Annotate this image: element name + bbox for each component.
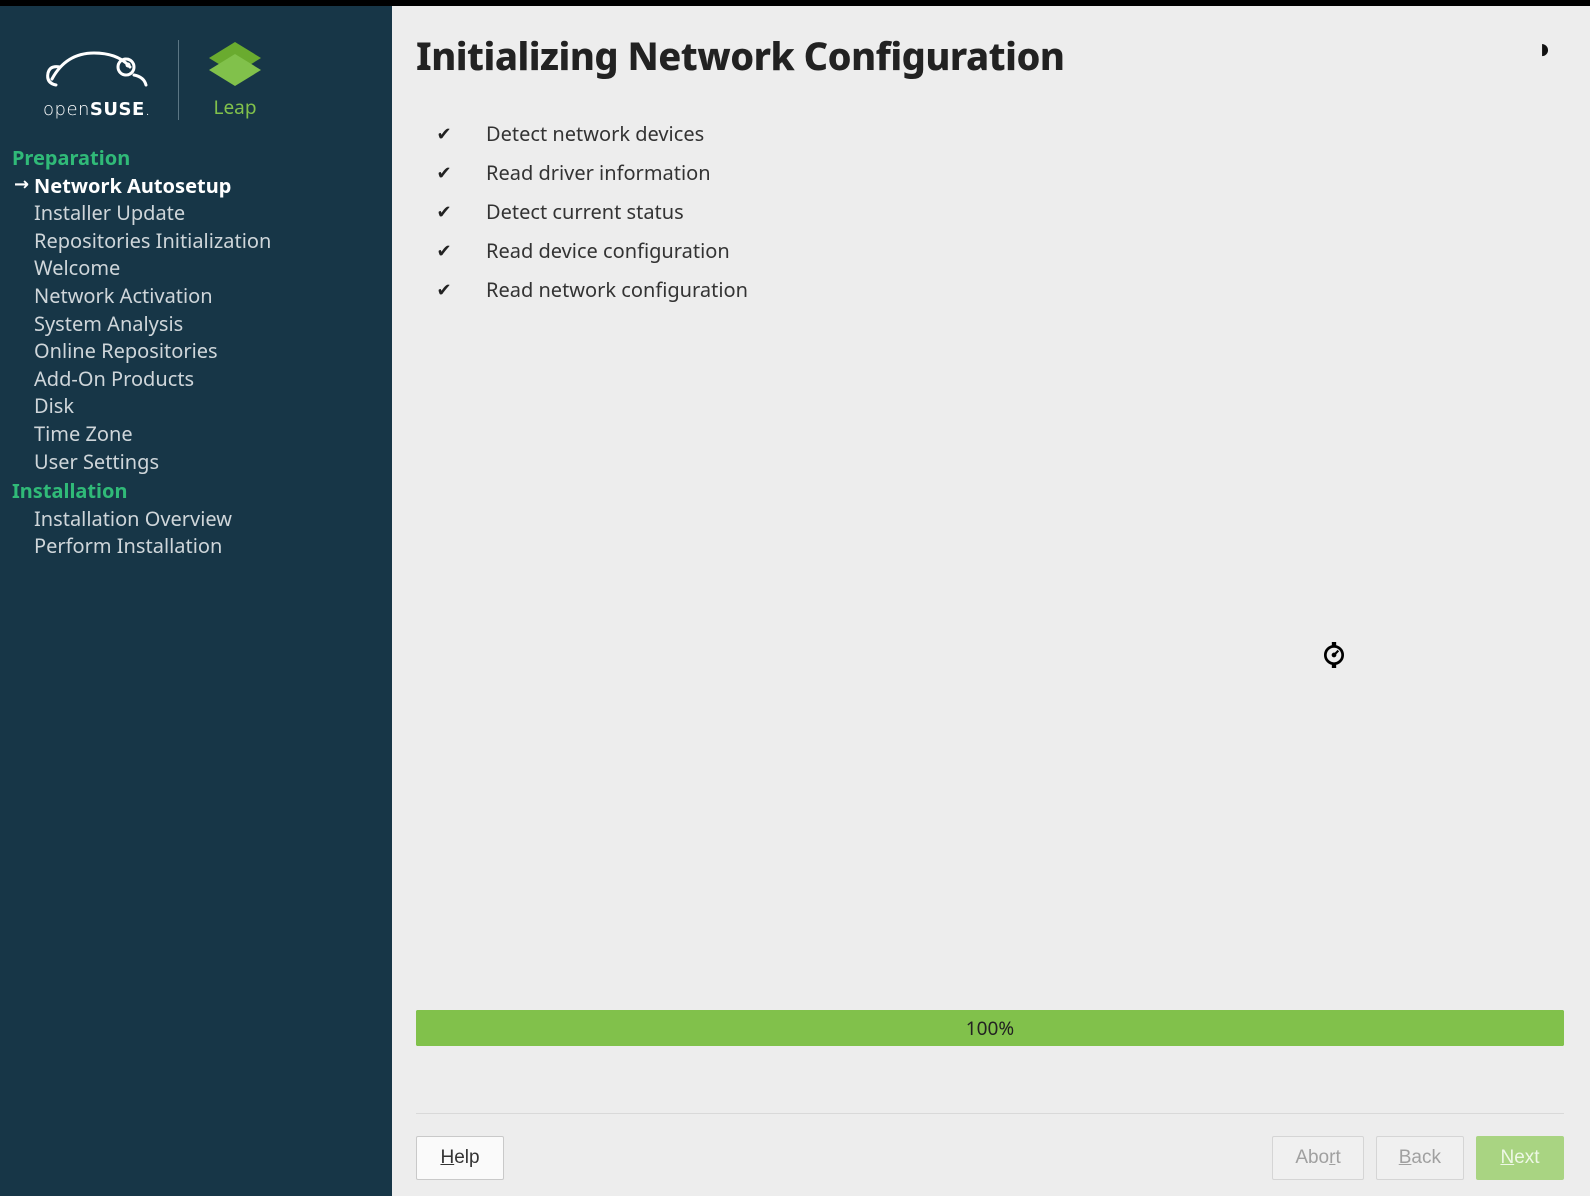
- step-installer-update[interactable]: Installer Update: [12, 199, 380, 227]
- sidebar: openSUSE. Leap Preparation Network Autos…: [0, 6, 392, 1196]
- page-title: Initializing Network Configuration: [416, 30, 1064, 82]
- check-label: Detect current status: [486, 198, 684, 225]
- step-timezone[interactable]: Time Zone: [12, 420, 380, 448]
- busy-cursor-icon: [1321, 642, 1347, 668]
- main-header: Initializing Network Configuration ◗: [416, 30, 1564, 82]
- check-label: Read device configuration: [486, 237, 730, 264]
- step-repos-init[interactable]: Repositories Initialization: [12, 227, 380, 255]
- step-perform-install[interactable]: Perform Installation: [12, 532, 380, 560]
- check-row: ✔ Read device configuration: [434, 231, 1564, 270]
- check-icon: ✔: [434, 161, 454, 185]
- section-header-installation: Installation: [12, 475, 380, 505]
- progress-bar: 100%: [416, 1010, 1564, 1046]
- check-label: Read driver information: [486, 159, 711, 186]
- brand-logos: openSUSE. Leap: [0, 6, 392, 134]
- step-online-repos[interactable]: Online Repositories: [12, 337, 380, 365]
- step-welcome[interactable]: Welcome: [12, 254, 380, 282]
- leap-icon: [205, 40, 265, 88]
- button-bar: Help Abort Back Next: [416, 1136, 1564, 1180]
- theme-toggle-button[interactable]: ◗: [1526, 30, 1564, 68]
- check-row: ✔ Detect current status: [434, 192, 1564, 231]
- footer-separator: [416, 1113, 1564, 1114]
- section-header-preparation: Preparation: [12, 142, 380, 172]
- abort-button[interactable]: Abort: [1272, 1136, 1363, 1180]
- progress-label: 100%: [966, 1015, 1014, 1041]
- help-button[interactable]: Help: [416, 1136, 504, 1180]
- check-icon: ✔: [434, 122, 454, 146]
- leap-wordmark: Leap: [213, 94, 256, 120]
- installer-window: openSUSE. Leap Preparation Network Autos…: [0, 6, 1590, 1196]
- opensuse-logo: openSUSE.: [42, 45, 152, 120]
- step-network-autosetup[interactable]: Network Autosetup: [12, 172, 380, 200]
- step-addon-products[interactable]: Add-On Products: [12, 365, 380, 393]
- main-panel: Initializing Network Configuration ◗ ✔ D…: [392, 6, 1590, 1196]
- install-steps: Preparation Network Autosetup Installer …: [0, 134, 392, 560]
- next-button[interactable]: Next: [1476, 1136, 1564, 1180]
- check-icon: ✔: [434, 200, 454, 224]
- check-icon: ✔: [434, 239, 454, 263]
- logo-divider: [178, 40, 179, 120]
- check-row: ✔ Read network configuration: [434, 270, 1564, 309]
- check-label: Detect network devices: [486, 120, 704, 147]
- chameleon-icon: [42, 45, 152, 95]
- step-system-analysis[interactable]: System Analysis: [12, 310, 380, 338]
- back-button[interactable]: Back: [1376, 1136, 1464, 1180]
- help-label-rest: elp: [454, 1147, 479, 1168]
- check-row: ✔ Detect network devices: [434, 114, 1564, 153]
- step-disk[interactable]: Disk: [12, 392, 380, 420]
- checklist: ✔ Detect network devices ✔ Read driver i…: [416, 82, 1564, 309]
- check-row: ✔ Read driver information: [434, 153, 1564, 192]
- half-moon-icon: ◗: [1537, 33, 1554, 65]
- leap-logo: Leap: [205, 40, 265, 120]
- nav-button-group: Abort Back Next: [1272, 1136, 1564, 1180]
- opensuse-wordmark: openSUSE.: [43, 99, 151, 120]
- check-icon: ✔: [434, 278, 454, 302]
- step-install-overview[interactable]: Installation Overview: [12, 505, 380, 533]
- step-network-activation[interactable]: Network Activation: [12, 282, 380, 310]
- check-label: Read network configuration: [486, 276, 748, 303]
- step-user-settings[interactable]: User Settings: [12, 448, 380, 476]
